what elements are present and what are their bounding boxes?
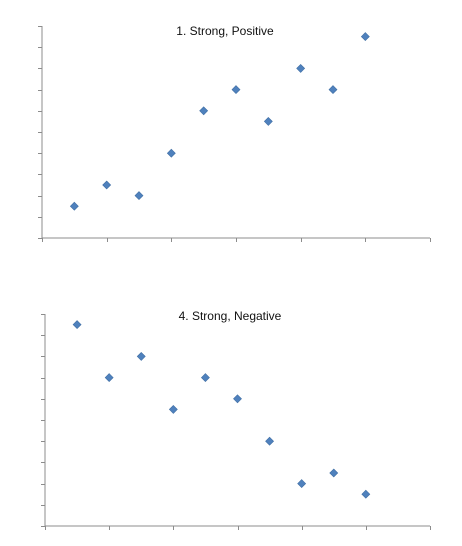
chart-axes bbox=[41, 314, 431, 530]
data-point bbox=[200, 373, 210, 383]
data-point bbox=[329, 468, 339, 478]
data-point bbox=[360, 32, 370, 42]
data-point bbox=[104, 373, 114, 383]
data-point bbox=[72, 320, 82, 330]
data-point bbox=[265, 436, 275, 446]
data-point bbox=[297, 479, 307, 489]
data-point bbox=[328, 85, 338, 95]
chart-points bbox=[69, 32, 370, 211]
chart-title: 1. Strong, Positive bbox=[176, 24, 274, 38]
data-point bbox=[361, 489, 371, 499]
chart-strong-positive: 1. Strong, Positive bbox=[38, 24, 431, 242]
data-point bbox=[296, 63, 306, 73]
data-point bbox=[231, 85, 241, 95]
data-point bbox=[168, 404, 178, 414]
data-point bbox=[166, 148, 176, 158]
chart-points bbox=[72, 320, 371, 499]
data-point bbox=[102, 180, 112, 190]
chart-axes bbox=[38, 26, 431, 242]
data-point bbox=[136, 351, 146, 361]
data-point bbox=[199, 106, 209, 116]
data-point bbox=[69, 201, 79, 211]
data-point bbox=[263, 116, 273, 126]
data-point bbox=[134, 191, 144, 201]
chart-strong-negative: 4. Strong, Negative bbox=[41, 309, 431, 530]
chart-title: 4. Strong, Negative bbox=[179, 309, 282, 323]
data-point bbox=[233, 394, 242, 404]
